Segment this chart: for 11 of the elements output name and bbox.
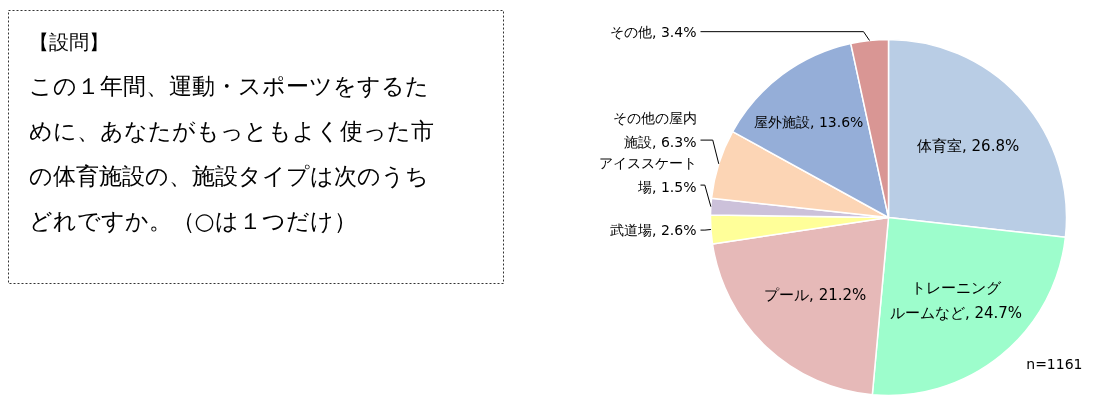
- slice-label: 武道場, 2.6%: [610, 222, 697, 239]
- text: n=1161: [1026, 355, 1083, 372]
- slice-label: アイススケート場, 1.5%: [598, 154, 697, 195]
- slice-label: その他, 3.4%: [610, 23, 697, 40]
- text: この１年間、運動・スポーツをするために、あなたがもっともよく使った市の体育施設の、施設タイプは次のうちどれですか。（○は１つだけ）: [28, 72, 434, 234]
- slice-label: 体育室, 26.8%: [917, 137, 1020, 156]
- slice-label: トレーニングルームなど, 24.7%: [889, 278, 1023, 322]
- text: 【設問】: [28, 29, 109, 54]
- slice-label: 屋外施設, 13.6%: [754, 113, 864, 130]
- slice-label: プール, 21.2%: [764, 286, 867, 305]
- slice-label: その他の屋内施設, 6.3%: [612, 109, 697, 150]
